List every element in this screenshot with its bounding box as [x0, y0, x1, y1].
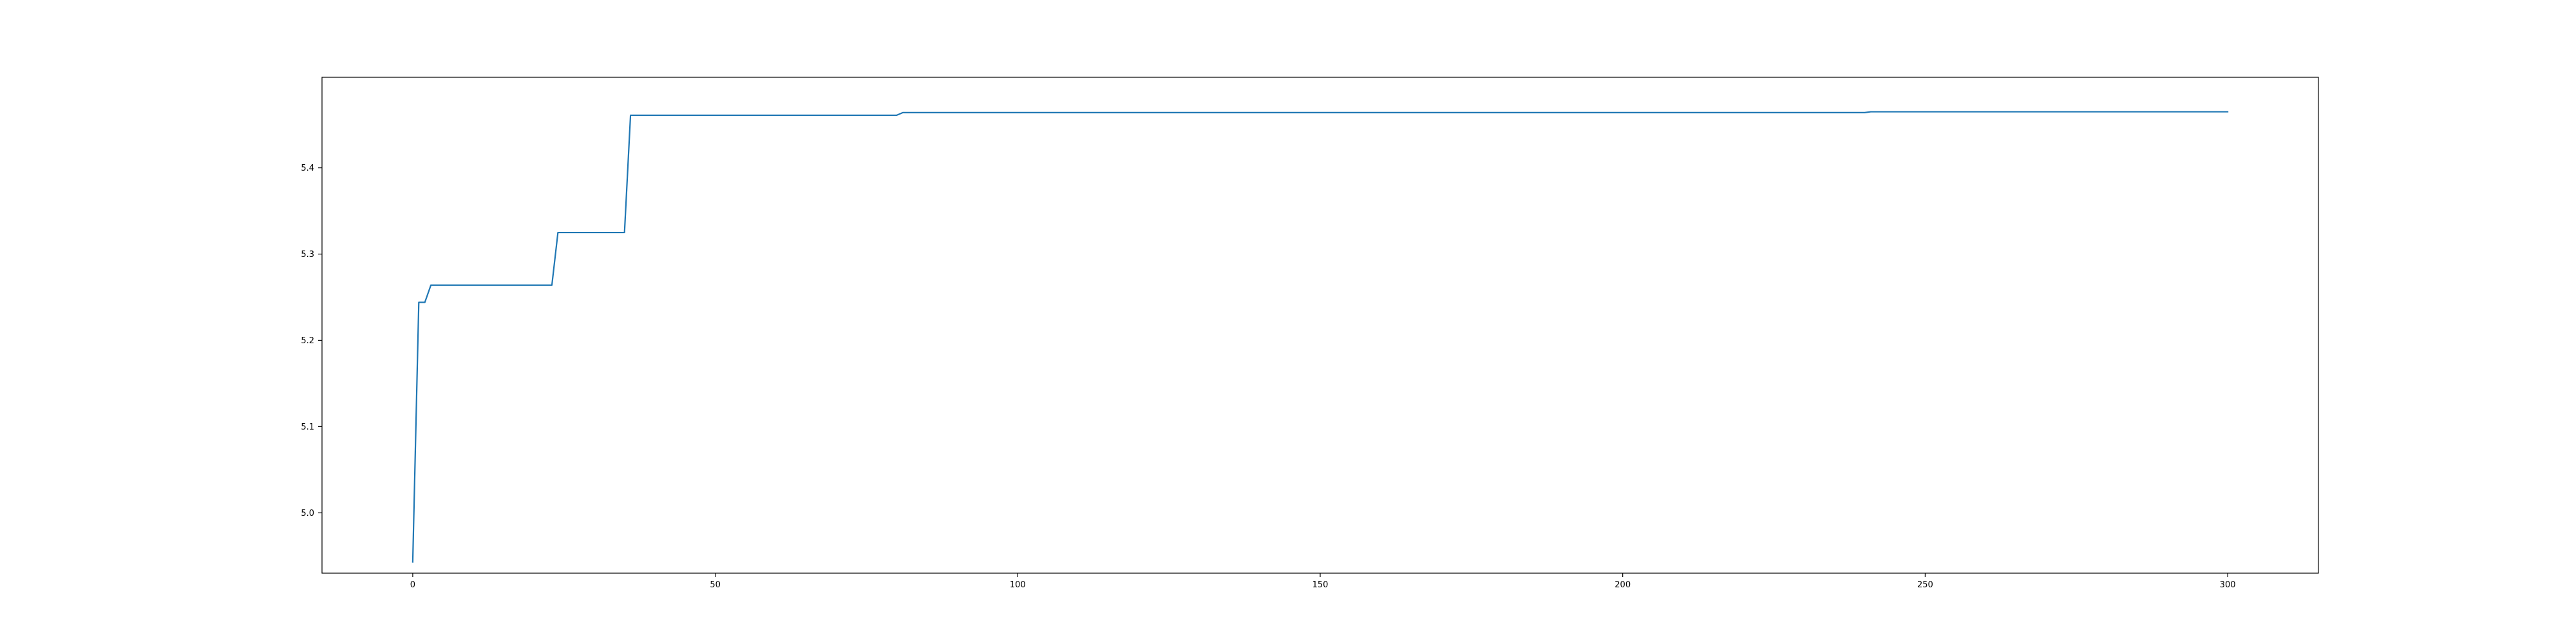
y-tick-label: 5.1	[301, 422, 314, 432]
x-tick-label: 100	[1010, 580, 1026, 590]
plot-area	[412, 111, 2229, 563]
y-tick-label: 5.2	[301, 336, 314, 346]
x-tick-label: 150	[1312, 580, 1329, 590]
series-line	[412, 111, 2229, 563]
x-axis: 0 50 100 150 200 250 300	[410, 573, 2236, 590]
y-tick-label: 5.4	[301, 164, 314, 173]
x-tick-label: 200	[1615, 580, 1631, 590]
y-axis: 5.0 5.1 5.2 5.3 5.4	[301, 164, 322, 518]
y-tick-label: 5.3	[301, 250, 314, 260]
y-tick-label: 5.0	[301, 509, 314, 518]
x-tick-label: 250	[1917, 580, 1933, 590]
x-tick-label: 300	[2220, 580, 2236, 590]
axes-frame	[321, 77, 2319, 574]
x-tick-label: 50	[710, 580, 721, 590]
x-tick-label: 0	[410, 580, 415, 590]
